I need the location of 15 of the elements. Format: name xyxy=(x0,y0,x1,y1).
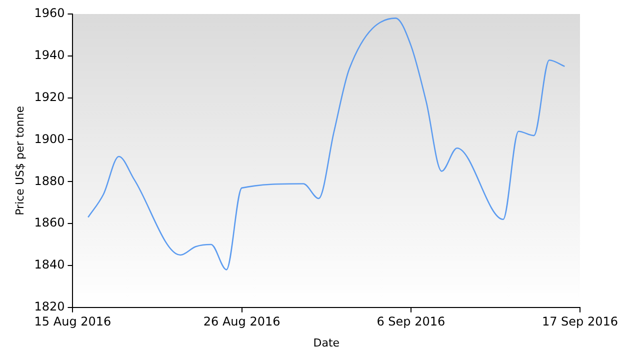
y-tick-label: 1960 xyxy=(34,6,65,20)
y-axis-title: Price US$ per tonne xyxy=(13,106,26,216)
y-tick-label: 1840 xyxy=(34,258,65,272)
x-tick-label: 15 Aug 2016 xyxy=(34,314,112,329)
y-tick-label: 1920 xyxy=(34,90,65,104)
y-tick-label: 1940 xyxy=(34,48,65,62)
x-tick-label: 6 Sep 2016 xyxy=(376,314,446,329)
y-tick-label: 1900 xyxy=(34,132,65,146)
x-axis-title: Date xyxy=(313,336,340,350)
line-series xyxy=(87,18,566,270)
x-tick-label: 17 Sep 2016 xyxy=(542,314,618,329)
y-tick-label: 1820 xyxy=(34,300,65,314)
x-tick-label: 26 Aug 2016 xyxy=(203,314,280,329)
y-tick-label: 1880 xyxy=(34,174,65,188)
y-tick-label: 1860 xyxy=(34,216,65,230)
